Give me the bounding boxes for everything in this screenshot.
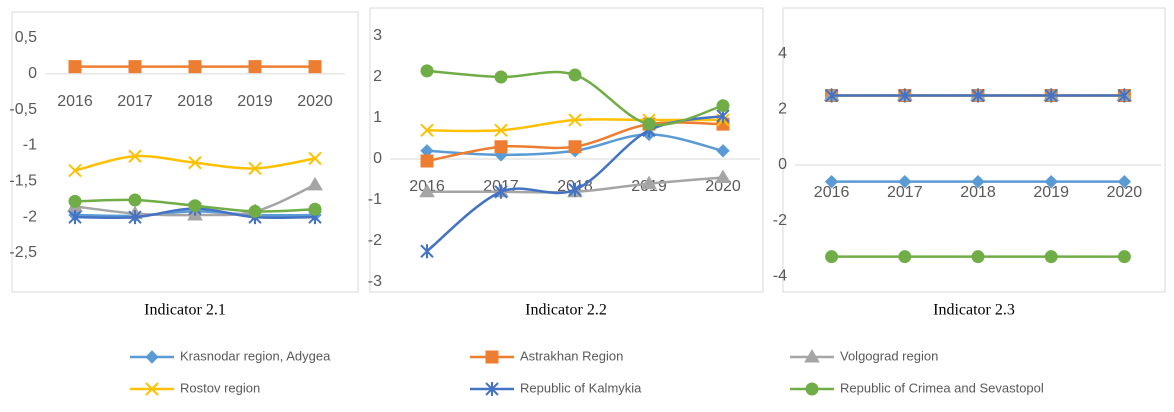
marker [825,250,839,264]
marker [420,244,434,259]
legend-label: Astrakhan Region [520,348,623,363]
marker [248,204,262,218]
marker [568,182,582,197]
marker [898,88,912,103]
marker [1044,250,1058,264]
marker [494,140,508,154]
y-tick-label: -1 [368,191,382,208]
x-tick-label: 2016 [814,184,850,201]
y-tick-label: -4 [773,267,787,284]
marker [308,60,322,74]
marker [188,60,202,74]
y-tick-label: -2 [773,212,787,229]
x-tick-label: 2020 [1107,184,1143,201]
x-tick-label: 2019 [237,93,273,110]
marker [898,250,912,264]
marker [128,210,142,225]
legend-label: Republic of Crimea and Sevastopol [840,380,1044,395]
marker [68,210,82,225]
legend-label: Krasnodar region, Adygea [180,348,331,363]
y-tick-label: -2,5 [9,244,37,261]
panel-frame [782,7,1166,293]
marker [642,117,656,131]
x-tick-label: 2020 [705,178,741,195]
y-tick-label: 1 [373,109,382,126]
marker [568,68,582,82]
legend-marker [805,382,819,396]
marker [568,140,582,154]
y-tick-label: -1 [23,137,37,154]
marker [128,149,142,163]
legend-label: Volgograd region [840,348,938,363]
marker [494,70,508,84]
marker [308,151,322,166]
x-tick-label: 2020 [297,93,333,110]
marker [1117,250,1131,264]
y-tick-label: 3 [373,27,382,44]
legend-marker [485,350,499,364]
marker [420,154,434,168]
marker [971,88,985,103]
marker [128,193,142,207]
y-tick-label: 0 [778,156,787,173]
marker [494,123,508,138]
legend-label: Rostov region [180,380,260,395]
x-tick-label: 2016 [57,93,93,110]
y-tick-label: 2 [373,68,382,85]
marker [1044,174,1058,189]
marker [188,199,202,213]
marker [248,60,262,74]
marker [248,161,262,176]
panel-frame [11,11,359,293]
marker [971,174,985,189]
marker [824,88,839,103]
legend-marker [485,382,499,396]
y-tick-label: -2 [368,232,382,249]
marker [68,163,82,178]
y-tick-label: 2 [778,101,787,118]
y-tick-label: -1,5 [9,173,37,190]
y-tick-label: 0 [28,65,37,82]
marker [898,174,912,189]
marker [68,194,82,208]
marker [716,99,730,113]
x-tick-label: 2017 [887,184,923,201]
marker [420,64,434,78]
x-tick-label: 2018 [960,184,996,201]
chart-title: Indicator 2.1 [144,302,226,319]
marker [420,123,434,138]
marker [188,155,202,170]
marker [128,60,142,74]
chart-title: Indicator 2.3 [933,302,1015,319]
marker [308,202,322,216]
x-tick-label: 2017 [117,93,153,110]
marker [568,113,582,127]
marker [419,183,435,198]
marker [494,184,508,199]
marker [716,144,730,158]
y-tick-label: 0 [373,150,382,167]
y-tick-label: 4 [778,45,787,62]
chart-title: Indicator 2.2 [525,302,607,319]
marker [1117,174,1132,189]
marker [641,175,657,190]
y-tick-label: -0,5 [9,101,37,118]
y-tick-label: 0,5 [15,29,37,46]
legend-marker [145,382,159,396]
legend-marker [804,349,820,363]
marker [1117,88,1132,103]
marker [307,176,323,191]
x-tick-label: 2019 [1033,184,1069,201]
marker [68,60,82,74]
y-tick-label: -3 [368,273,382,290]
legend-label: Republic of Kalmykia [520,380,642,395]
marker [1044,88,1058,103]
x-tick-label: 2018 [177,93,213,110]
legend-marker [145,350,159,364]
marker [971,250,985,264]
marker [715,169,731,183]
y-tick-label: -2 [23,208,37,225]
marker [824,174,839,189]
